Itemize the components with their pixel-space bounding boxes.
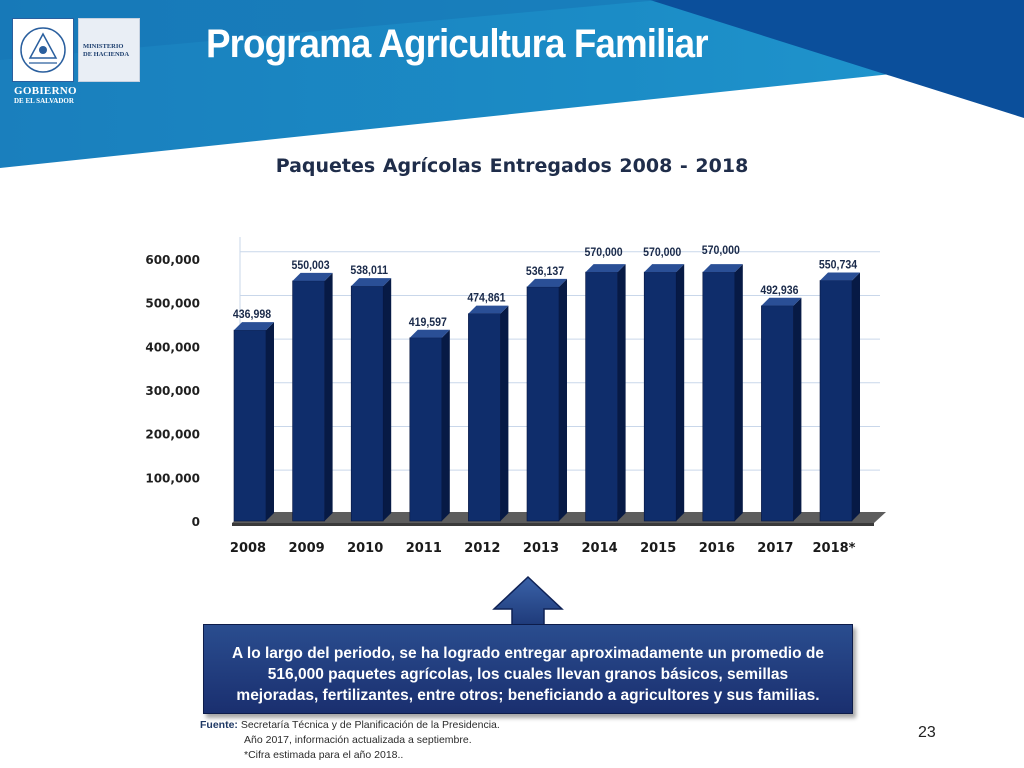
y-axis: 0 100,000 200,000 300,000 400,000 500,000 600,… [145,253,200,529]
bar-side [383,278,392,521]
y-tick-label: 100,000 [145,471,200,485]
page-title: Programa Agricultura Familiar [206,22,709,66]
bar-top [702,264,743,273]
bar-front [526,286,560,522]
x-tick-label: 2008 [230,541,266,556]
y-tick-label: 400,000 [145,340,200,354]
ministry-line-1: MINISTERIO [83,43,124,50]
page-number: 23 [918,724,936,741]
value-label: 538,011 [350,265,388,278]
value-label: 536,137 [526,265,564,278]
value-label: 570,000 [643,247,681,260]
bar-side [500,305,509,521]
bar [702,264,743,522]
bar-side [559,278,567,521]
bar-front [292,280,325,522]
x-tick-label: 2017 [757,541,793,556]
bar [468,305,509,522]
bar-side [793,297,802,521]
value-label: 474,861 [467,292,505,305]
bar-front [761,305,794,522]
ministry-logo-text: MINISTERIO DE HACIENDA [78,18,140,82]
footnote-line-1: Secretaría Técnica y de Planificación de… [240,719,500,731]
bar [819,272,860,522]
ministry-line-2: DE HACIENDA [83,51,130,58]
x-tick-label: 2013 [523,541,559,556]
footnote-line-3: *Cifra estimada para el año 2018.. [244,749,404,761]
bar-side [617,264,626,521]
x-tick-label: 2009 [289,541,325,556]
bar-top [761,297,802,306]
bar [526,278,567,522]
bar-top [409,329,450,338]
bar [761,297,802,522]
chart-title: Paquetes Agrícolas Entregados 2008 - 201… [275,155,749,177]
bar-front [585,271,618,522]
bar-front [643,271,677,522]
bar-top [468,305,509,314]
value-label: 570,000 [702,245,740,258]
bar-top [820,272,860,281]
bar [643,264,685,522]
value-label: 419,597 [409,316,447,329]
bar-front [468,313,501,522]
value-label: 550,003 [292,259,330,272]
bar-side [676,264,685,521]
bar-top [234,322,274,331]
bar-side [441,329,450,521]
bar-side [266,322,274,521]
value-label: 550,734 [819,259,858,272]
bar-top [351,278,392,287]
bar [233,322,274,522]
x-tick-label: 2014 [582,541,618,556]
x-tick-label: 2018* [813,541,856,556]
value-label: 436,998 [233,309,271,322]
bar-top [644,264,685,273]
bar-front [819,280,853,522]
summary-callout: A lo largo del periodo, se ha logrado en… [203,624,853,714]
value-label: 492,936 [760,284,798,297]
y-tick-label: 500,000 [145,297,200,311]
bar-top [292,272,333,281]
bar-side [852,272,860,521]
bar [585,264,626,522]
bar [292,272,333,522]
chart-value-labels: 436,998 550,003 538,011 419,597 474,861 536,1… [233,245,858,329]
bar [350,278,392,522]
x-tick-label: 2015 [640,541,676,556]
source-footnote: Fuente: Secretaría Técnica y de Planific… [200,718,500,763]
bar-top [527,278,567,287]
footnote-line-2: Año 2017, información actualizada a sept… [244,734,472,746]
government-name: GOBIERNO DE EL SALVADOR [14,86,77,106]
bar [409,329,450,522]
bar-side [324,272,333,521]
header-banner [0,0,1024,168]
value-label: 570,000 [585,247,623,260]
bar-front [702,271,736,522]
coat-of-arms-icon [12,18,74,82]
government-line-1: GOBIERNO [14,85,77,97]
bar-chart: 436,998 550,003 538,011 419,597 474,861 536,1… [145,237,886,556]
government-line-2: DE EL SALVADOR [14,97,74,105]
government-logo: MINISTERIO DE HACIENDA [12,18,140,84]
bar-side [734,264,743,521]
footnote-label: Fuente: [200,719,238,731]
bar-front [409,337,443,522]
x-tick-label: 2011 [406,541,442,556]
bar-front [233,329,267,522]
bar-front [350,285,384,522]
x-tick-label: 2012 [464,541,500,556]
bar-top [585,264,626,273]
y-tick-label: 300,000 [145,384,200,398]
y-tick-label: 0 [192,515,200,529]
x-tick-label: 2010 [347,541,383,556]
x-axis: 2008 2009 2010 2011 2012 2013 2014 2015 2016 2017… [230,541,856,556]
y-tick-label: 600,000 [145,253,200,267]
floor-edge [232,523,874,526]
x-tick-label: 2016 [699,541,735,556]
y-tick-label: 200,000 [145,428,200,442]
chart-bars [233,264,860,522]
